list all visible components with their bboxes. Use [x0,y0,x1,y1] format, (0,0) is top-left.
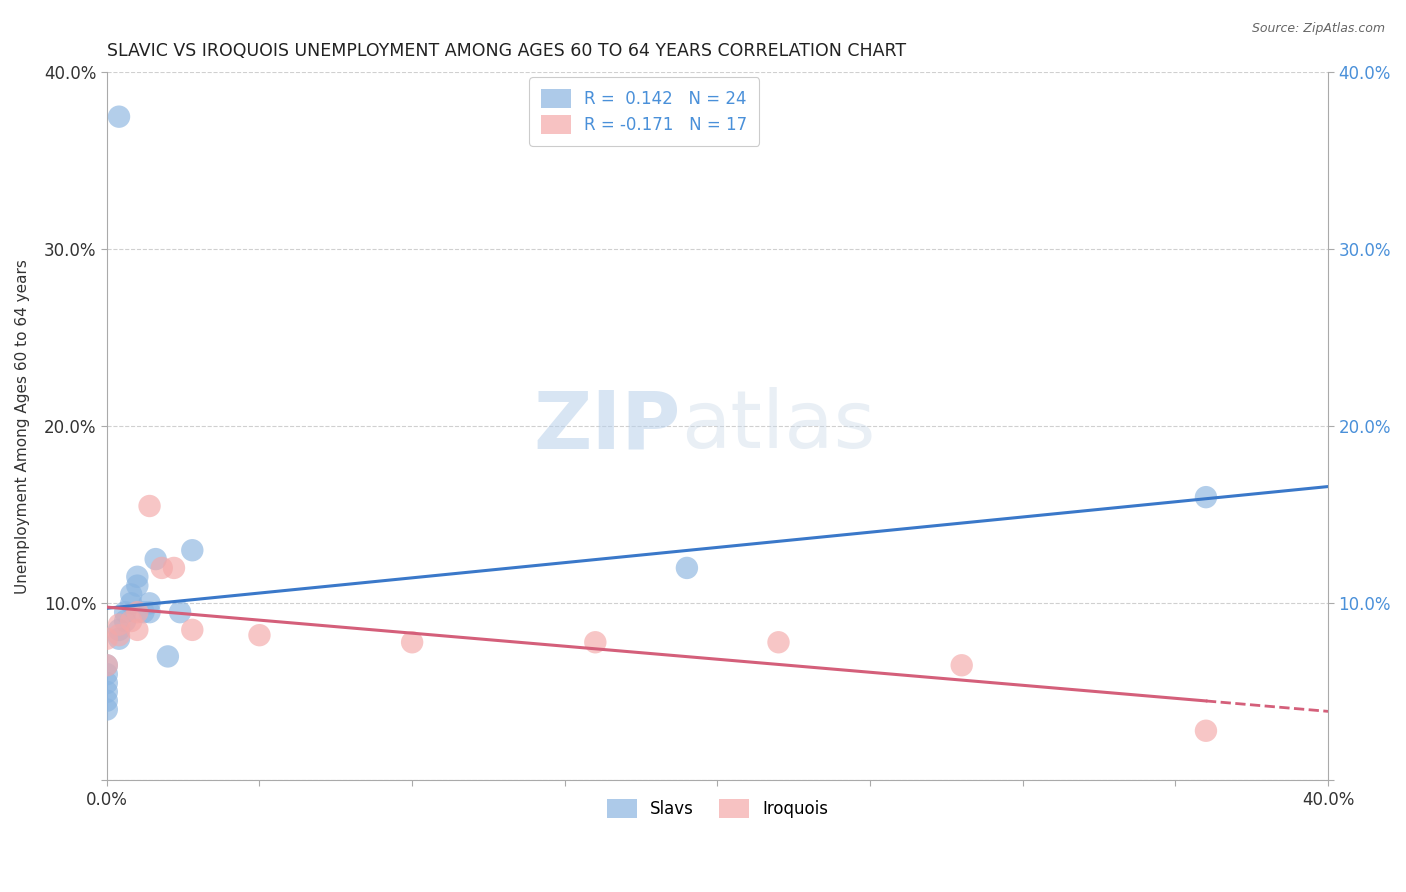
Point [181,543,204,558]
Point [96,702,118,716]
Point [114,614,136,628]
Legend: Slavs, Iroquois: Slavs, Iroquois [600,792,835,825]
Point [1195,490,1218,504]
Point [169,605,191,619]
Text: ZIP: ZIP [533,387,681,466]
Point [108,617,131,632]
Point [108,628,131,642]
Point [127,623,149,637]
Point [401,635,423,649]
Point [120,596,142,610]
Y-axis label: Unemployment Among Ages 60 to 64 years: Unemployment Among Ages 60 to 64 years [15,259,30,594]
Point [108,623,131,637]
Point [96,685,118,699]
Point [120,587,142,601]
Point [96,632,118,646]
Point [132,605,155,619]
Point [138,499,160,513]
Point [96,658,118,673]
Point [96,658,118,673]
Point [114,605,136,619]
Point [127,579,149,593]
Point [127,570,149,584]
Point [156,649,179,664]
Point [163,561,186,575]
Point [96,676,118,690]
Point [1195,723,1218,738]
Text: SLAVIC VS IROQUOIS UNEMPLOYMENT AMONG AGES 60 TO 64 YEARS CORRELATION CHART: SLAVIC VS IROQUOIS UNEMPLOYMENT AMONG AG… [107,42,905,60]
Point [138,596,160,610]
Point [145,552,167,566]
Point [768,635,790,649]
Point [96,667,118,681]
Point [950,658,973,673]
Point [150,561,173,575]
Point [96,693,118,707]
Point [181,623,204,637]
Point [120,614,142,628]
Point [676,561,699,575]
Point [127,605,149,619]
Point [108,110,131,124]
Text: Source: ZipAtlas.com: Source: ZipAtlas.com [1251,22,1385,36]
Point [583,635,606,649]
Point [138,605,160,619]
Point [108,632,131,646]
Text: atlas: atlas [681,387,875,466]
Point [249,628,271,642]
